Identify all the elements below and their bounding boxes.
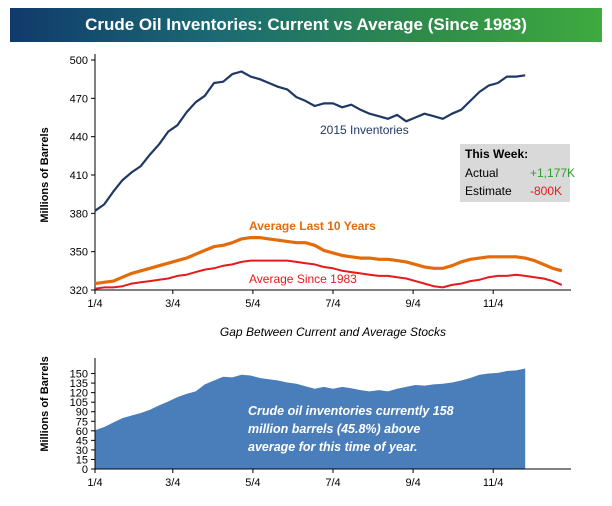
series-label-2015: 2015 Inventories <box>320 123 409 137</box>
this-week-heading: This Week: <box>465 147 528 161</box>
gap-y-tick-label: 90 <box>76 407 88 419</box>
chart-title: Crude Oil Inventories: Current vs Averag… <box>85 15 527 34</box>
this-week-background <box>460 144 570 202</box>
gap-x-tick-label: 1/4 <box>87 477 102 489</box>
series-label-avg1983: Average Since 1983 <box>249 272 357 286</box>
gap-y-tick-label: 15 <box>76 454 88 466</box>
this-week-estimate-label: Estimate <box>465 184 512 198</box>
inventories-y-tick-label: 440 <box>70 132 88 144</box>
series-line-avg10 <box>94 236 563 286</box>
this-week-estimate-value: -800K <box>530 184 562 198</box>
gap-y-tick-label: 75 <box>76 416 88 428</box>
inventories-x-tick-label: 9/4 <box>405 298 420 310</box>
series-line-avg1983 <box>94 259 563 290</box>
inventories-x-tick-label: 5/4 <box>245 298 260 310</box>
inventories-y-axis-label: Millions of Barrels <box>39 127 51 222</box>
inventories-y-tick-label: 500 <box>70 55 88 67</box>
gap-y-axis-label: Millions of Barrels <box>39 356 51 451</box>
gap-x-tick-label: 9/4 <box>405 477 420 489</box>
this-week-actual-value: +1,177K <box>530 166 575 180</box>
gap-y-tick-label: 135 <box>70 378 88 390</box>
inventories-x-tick-label: 11/4 <box>483 298 504 310</box>
gap-area <box>95 368 526 469</box>
inventories-series <box>94 70 563 290</box>
inventories-y-tick-label: 380 <box>70 208 88 220</box>
gap-y-tick-label: 45 <box>76 435 88 447</box>
inventories-y-tick-label: 350 <box>70 247 88 259</box>
series-label-avg10: Average Last 10 Years <box>249 219 376 233</box>
inventories-axes: 320 350 380 410 440 470 500 1/4 3/4 5/4 7/4 9/4 11/4 <box>70 54 571 310</box>
gap-y-tick-label: 150 <box>70 369 88 381</box>
gap-y-tick-label: 105 <box>70 397 88 409</box>
inventories-y-tick-label: 320 <box>70 285 88 297</box>
gap-annotation-line-2: million barrels (45.8%) above <box>248 422 420 436</box>
gap-x-tick-label: 7/4 <box>325 477 340 489</box>
inventories-x-tick-label: 1/4 <box>87 298 102 310</box>
title-banner: Crude Oil Inventories: Current vs Averag… <box>10 8 602 42</box>
gap-x-tick-label: 5/4 <box>245 477 260 489</box>
gap-chart-title: Gap Between Current and Average Stocks <box>220 325 446 339</box>
gap-y-tick-label: 0 <box>82 464 88 476</box>
gap-y-tick-label: 60 <box>76 426 88 438</box>
this-week-actual-label: Actual <box>465 166 498 180</box>
inventories-x-tick-label: 7/4 <box>325 298 340 310</box>
inventories-chart: 320 350 380 410 440 470 500 1/4 3/4 5/4 7/4 9/4 11/4… <box>39 54 575 310</box>
gap-y-tick-label: 30 <box>76 445 88 457</box>
gap-annotation-line-3: average for this time of year. <box>248 440 418 454</box>
inventories-y-tick-label: 470 <box>70 93 88 105</box>
gap-y-tick-label: 120 <box>70 388 88 400</box>
gap-series <box>95 368 526 469</box>
gap-x-tick-label: 3/4 <box>165 477 180 489</box>
inventories-x-tick-label: 3/4 <box>165 298 180 310</box>
inventories-y-tick-label: 410 <box>70 170 88 182</box>
series-line-2015 <box>94 70 526 212</box>
gap-annotation-line-1: Crude oil inventories currently 158 <box>248 404 454 418</box>
this-week-box: This Week: Actual +1,177K Estimate -800K <box>460 144 575 202</box>
gap-x-tick-label: 11/4 <box>483 477 504 489</box>
